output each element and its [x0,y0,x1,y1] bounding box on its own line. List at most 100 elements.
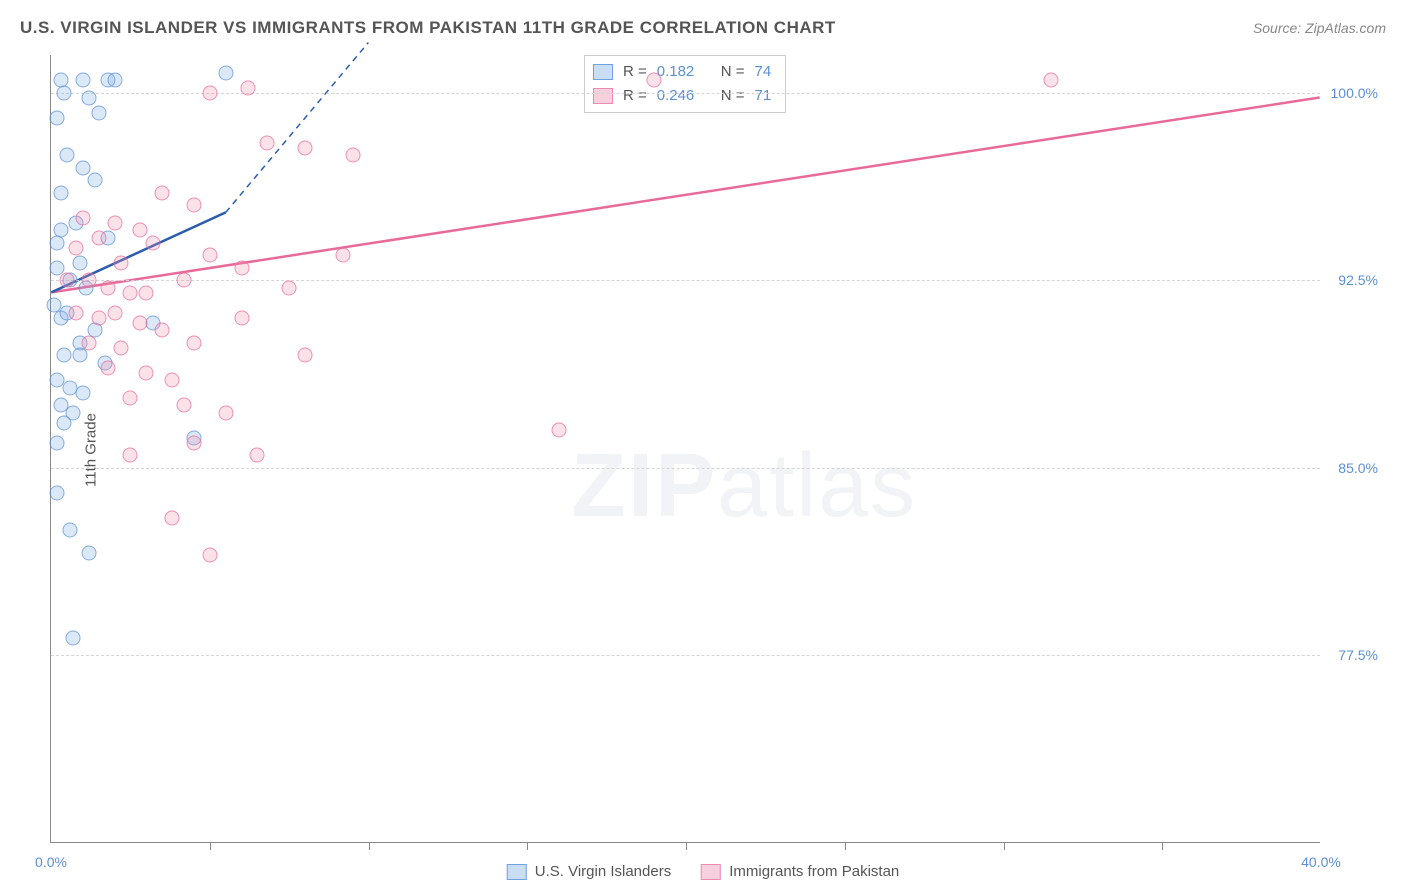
stat-r-label: R = [623,60,647,84]
marker-series1 [218,65,233,80]
marker-series1 [56,415,71,430]
plot-area: ZIPatlas R =0.182N =74R =0.246N =71 77.5… [50,55,1320,843]
marker-series2 [202,548,217,563]
marker-series1 [59,148,74,163]
chart-title: U.S. VIRGIN ISLANDER VS IMMIGRANTS FROM … [20,18,836,38]
ytick-label: 85.0% [1338,460,1378,476]
marker-series1 [107,73,122,88]
marker-series2 [69,240,84,255]
marker-series2 [113,340,128,355]
marker-series2 [552,423,567,438]
marker-series2 [123,285,138,300]
marker-series1 [88,173,103,188]
marker-series2 [202,248,217,263]
marker-series2 [177,273,192,288]
marker-series2 [234,310,249,325]
marker-series2 [145,235,160,250]
plot-container: 11th Grade ZIPatlas R =0.182N =74R =0.24… [50,55,1376,844]
marker-series1 [56,348,71,363]
marker-series2 [164,510,179,525]
marker-series2 [91,230,106,245]
marker-series2 [218,405,233,420]
marker-series2 [101,360,116,375]
marker-series2 [164,373,179,388]
marker-series2 [113,255,128,270]
marker-series2 [177,398,192,413]
ytick-label: 92.5% [1338,272,1378,288]
swatch-icon [593,88,613,104]
ytick-label: 100.0% [1331,85,1378,101]
marker-series2 [1044,73,1059,88]
marker-series2 [186,198,201,213]
xtick [527,842,528,850]
marker-series2 [123,390,138,405]
marker-series2 [647,73,662,88]
trend-lines-layer [51,55,1320,842]
marker-series2 [240,80,255,95]
marker-series2 [59,273,74,288]
marker-series2 [139,365,154,380]
marker-series2 [82,335,97,350]
swatch-series2 [701,864,721,880]
marker-series1 [72,255,87,270]
marker-series1 [50,110,65,125]
gridline-h [51,280,1320,281]
gridline-h [51,468,1320,469]
marker-series2 [107,305,122,320]
legend-label-1: U.S. Virgin Islanders [535,863,671,880]
marker-series1 [56,85,71,100]
swatch-icon [593,64,613,80]
marker-series1 [75,160,90,175]
marker-series2 [69,305,84,320]
marker-series2 [75,210,90,225]
gridline-h [51,93,1320,94]
marker-series1 [63,523,78,538]
marker-series1 [75,385,90,400]
marker-series2 [139,285,154,300]
stat-n-label: N = [721,84,745,108]
stat-r-label: R = [623,84,647,108]
marker-series2 [250,448,265,463]
marker-series2 [132,315,147,330]
watermark-zip: ZIP [571,436,717,536]
legend-stat-row: R =0.182N =74 [593,60,771,84]
marker-series2 [155,185,170,200]
marker-series1 [53,185,68,200]
ytick-label: 77.5% [1338,647,1378,663]
marker-series1 [50,485,65,500]
marker-series2 [82,273,97,288]
marker-series2 [186,335,201,350]
legend-stat-row: R = 0.246 N = 71 [593,84,771,108]
xtick-label: 0.0% [35,854,67,870]
marker-series2 [298,140,313,155]
legend-item-2: Immigrants from Pakistan [701,863,899,880]
source-label: Source: ZipAtlas.com [1253,20,1386,36]
marker-series1 [82,90,97,105]
legend-label-2: Immigrants from Pakistan [729,863,899,880]
stat-n-value: 74 [755,60,772,84]
marker-series2 [101,280,116,295]
stat-n-value: 71 [755,84,772,108]
marker-series1 [50,435,65,450]
marker-series2 [91,310,106,325]
xtick [1004,842,1005,850]
marker-series2 [123,448,138,463]
legend-bottom: U.S. Virgin Islanders Immigrants from Pa… [507,863,900,880]
marker-series2 [282,280,297,295]
stat-r-value: 0.246 [657,84,711,108]
marker-series2 [202,85,217,100]
marker-series2 [345,148,360,163]
legend-item-1: U.S. Virgin Islanders [507,863,671,880]
xtick [845,842,846,850]
gridline-h [51,655,1320,656]
marker-series1 [66,630,81,645]
stat-n-label: N = [721,60,745,84]
swatch-series1 [507,864,527,880]
marker-series1 [82,545,97,560]
xtick [686,842,687,850]
marker-series1 [75,73,90,88]
marker-series2 [336,248,351,263]
marker-series2 [186,435,201,450]
marker-series2 [259,135,274,150]
marker-series2 [234,260,249,275]
